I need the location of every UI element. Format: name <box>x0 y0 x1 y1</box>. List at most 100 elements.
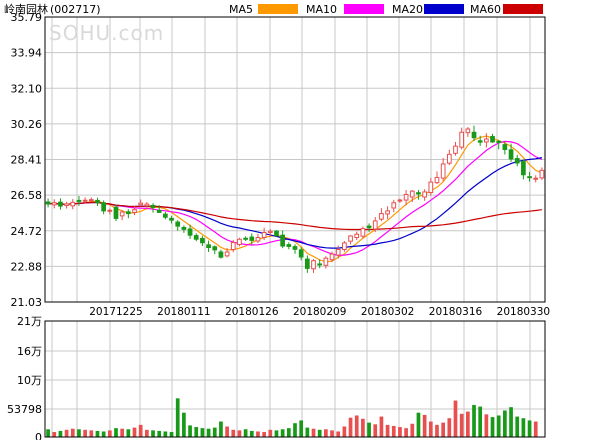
candle <box>317 259 323 269</box>
candle <box>484 133 489 148</box>
candle-body <box>416 192 421 195</box>
legend-ma60-label: MA60 <box>470 3 501 16</box>
candle <box>298 247 304 261</box>
price-tick-label: 24.72 <box>11 225 43 238</box>
candle <box>428 178 434 196</box>
candle <box>471 125 477 142</box>
volume-bars <box>46 398 538 437</box>
candle <box>76 195 82 206</box>
candle-body <box>150 204 156 208</box>
candle-body <box>200 237 205 244</box>
candle <box>218 249 224 259</box>
candle-body <box>465 128 471 134</box>
candle <box>527 171 532 182</box>
candle-body <box>379 213 384 220</box>
volume-bar <box>293 423 297 437</box>
volume-bar <box>441 422 445 437</box>
candle <box>379 208 384 222</box>
candle <box>465 127 471 137</box>
price-tick-label: 26.58 <box>11 189 43 202</box>
volume-bar <box>416 412 421 437</box>
legend-ma5: MA5 <box>229 3 298 16</box>
candle-body <box>261 231 267 239</box>
price-panel-frame <box>44 16 546 303</box>
candle-body <box>51 202 57 206</box>
candle <box>372 217 378 233</box>
volume-bar <box>509 407 513 437</box>
candle-body <box>391 202 397 209</box>
candle-body <box>342 242 347 250</box>
volume-bar <box>404 428 408 437</box>
volume-bar <box>52 432 57 437</box>
candle-body <box>422 191 427 198</box>
candle <box>286 242 292 250</box>
candle-body <box>434 176 440 184</box>
volume-bar <box>132 427 137 437</box>
legend-ma20-swatch <box>424 4 464 14</box>
candle <box>323 256 329 269</box>
legend-ma20-label: MA20 <box>392 3 423 16</box>
volume-bar <box>391 425 396 437</box>
candle <box>434 171 440 185</box>
volume-bar <box>354 415 359 437</box>
candle <box>409 190 415 202</box>
candle <box>446 149 452 166</box>
candle <box>249 233 255 245</box>
volume-bar <box>200 428 205 437</box>
volume-bar <box>114 428 118 437</box>
volume-tick-label: 21万 <box>17 315 42 328</box>
volume-bar <box>169 432 174 437</box>
candle-body <box>70 201 76 207</box>
candle-body <box>292 246 298 250</box>
candle <box>348 235 353 245</box>
volume-bar <box>515 416 520 437</box>
candle <box>101 200 106 215</box>
volume-bar <box>95 430 100 437</box>
candle <box>206 240 211 252</box>
volume-tick-label: 16万 <box>17 345 42 358</box>
candle <box>51 199 57 209</box>
candle-body <box>348 235 353 242</box>
candle <box>391 199 397 213</box>
ma20-line <box>48 157 543 249</box>
volume-bar <box>83 429 87 437</box>
volume-bar <box>521 418 526 437</box>
candle-body <box>138 202 144 206</box>
candle-body <box>459 131 465 148</box>
candle <box>144 201 150 210</box>
volume-bar <box>163 431 168 437</box>
candle-body <box>107 209 113 212</box>
candle <box>163 211 168 220</box>
candle-body <box>317 263 323 266</box>
candle <box>521 159 526 180</box>
candle <box>156 205 162 213</box>
volume-bar <box>182 412 186 437</box>
candle <box>193 233 199 242</box>
candle-body <box>539 169 545 179</box>
candle-body <box>508 149 514 160</box>
candle-body <box>156 209 162 213</box>
candle-body <box>249 236 255 241</box>
candle-body <box>484 138 489 143</box>
candle-body <box>372 220 378 230</box>
candle <box>45 198 51 208</box>
volume-bar <box>89 430 94 437</box>
volume-bar <box>256 431 260 437</box>
volume-bar <box>225 426 229 437</box>
volume-bar <box>194 427 199 437</box>
candle <box>304 255 310 273</box>
candle <box>422 189 427 201</box>
candle-body <box>163 213 168 218</box>
candle <box>125 209 131 219</box>
candle <box>169 215 174 224</box>
date-tick-label: 20180316 <box>429 306 483 318</box>
volume-bar <box>447 418 452 437</box>
candle <box>335 245 341 259</box>
candle <box>416 190 421 200</box>
volume-bar <box>126 429 131 437</box>
candle-body <box>360 228 366 237</box>
volume-bar <box>385 424 390 437</box>
candle <box>292 244 298 254</box>
candle <box>150 203 156 213</box>
